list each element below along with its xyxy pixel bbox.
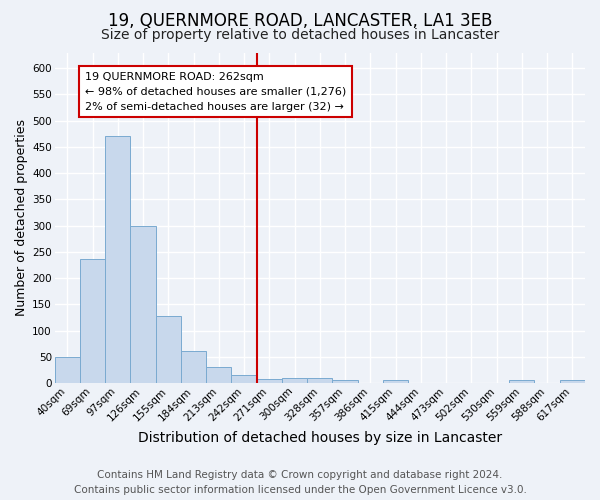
Bar bbox=[560, 380, 585, 383]
Bar bbox=[282, 378, 307, 383]
Bar bbox=[80, 258, 105, 383]
Text: 19, QUERNMORE ROAD, LANCASTER, LA1 3EB: 19, QUERNMORE ROAD, LANCASTER, LA1 3EB bbox=[108, 12, 492, 30]
Bar bbox=[130, 226, 156, 383]
X-axis label: Distribution of detached houses by size in Lancaster: Distribution of detached houses by size … bbox=[138, 431, 502, 445]
Text: 19 QUERNMORE ROAD: 262sqm
← 98% of detached houses are smaller (1,276)
2% of sem: 19 QUERNMORE ROAD: 262sqm ← 98% of detac… bbox=[85, 72, 346, 112]
Bar bbox=[206, 368, 232, 383]
Text: Size of property relative to detached houses in Lancaster: Size of property relative to detached ho… bbox=[101, 28, 499, 42]
Bar bbox=[257, 379, 282, 383]
Bar bbox=[509, 380, 535, 383]
Bar bbox=[232, 375, 257, 383]
Bar bbox=[105, 136, 130, 383]
Y-axis label: Number of detached properties: Number of detached properties bbox=[15, 120, 28, 316]
Bar bbox=[181, 350, 206, 383]
Bar bbox=[55, 357, 80, 383]
Bar bbox=[307, 378, 332, 383]
Bar bbox=[383, 380, 408, 383]
Bar bbox=[332, 380, 358, 383]
Text: Contains HM Land Registry data © Crown copyright and database right 2024.
Contai: Contains HM Land Registry data © Crown c… bbox=[74, 470, 526, 495]
Bar bbox=[156, 316, 181, 383]
